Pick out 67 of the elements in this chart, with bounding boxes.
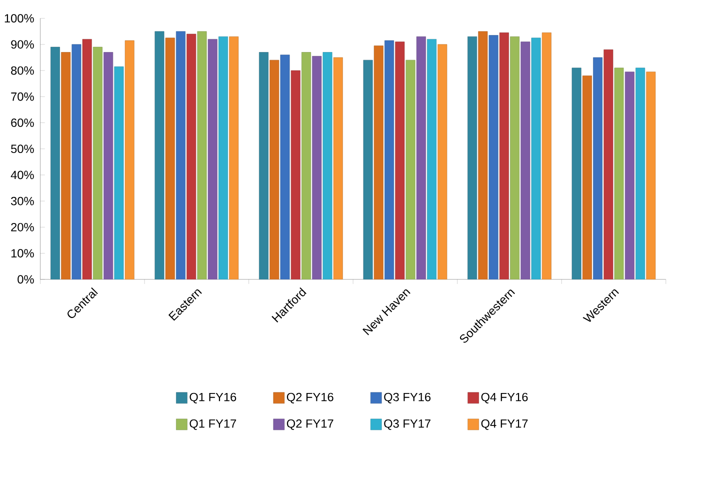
bar <box>531 38 541 280</box>
bar <box>499 32 509 280</box>
bar <box>218 36 228 280</box>
legend-label: Q1 FY16 <box>190 392 236 404</box>
bar <box>427 38 436 280</box>
y-tick-label: 10% <box>11 248 34 258</box>
bar <box>395 42 405 280</box>
bar <box>312 56 322 280</box>
bar <box>438 44 448 280</box>
y-tick-label: 30% <box>11 196 34 206</box>
y-tick-label: 60% <box>11 118 34 127</box>
bar <box>104 52 114 280</box>
bar <box>124 40 134 280</box>
y-tick-label: 50% <box>11 144 34 153</box>
legend-label: Q3 FY16 <box>384 392 431 404</box>
bar <box>270 60 280 280</box>
bar <box>572 68 582 280</box>
bar <box>197 31 207 280</box>
bar <box>114 66 124 280</box>
bar <box>488 35 498 280</box>
legend-label: Q4 FY17 <box>481 419 528 430</box>
bar <box>154 31 164 280</box>
bar <box>478 31 488 280</box>
bar <box>520 42 530 280</box>
bar <box>72 44 82 280</box>
y-tick-label: 70% <box>11 92 34 101</box>
bar <box>406 60 416 280</box>
bar <box>92 46 102 280</box>
bar <box>280 54 290 280</box>
bar <box>624 72 634 280</box>
bar <box>582 75 592 280</box>
y-tick-label: 0% <box>18 275 34 284</box>
bar <box>646 72 656 280</box>
bar <box>186 34 196 280</box>
y-tick-label: 90% <box>11 40 34 49</box>
y-tick-label: 80% <box>11 66 34 75</box>
legend-label: Q2 FY16 <box>286 392 334 404</box>
bar <box>333 57 343 280</box>
y-tick-label: 100% <box>4 14 34 22</box>
bar <box>363 60 373 280</box>
legend-label: Q2 FY17 <box>286 419 334 430</box>
bar <box>593 57 603 280</box>
bar <box>259 52 268 280</box>
bar <box>542 32 552 280</box>
bar <box>384 40 394 280</box>
legend-label: Q4 FY16 <box>481 392 528 404</box>
bar <box>82 38 92 280</box>
bar <box>374 45 384 280</box>
bar <box>614 68 624 280</box>
bar <box>165 38 175 280</box>
bar <box>208 38 218 280</box>
bar <box>176 31 186 280</box>
y-tick-label: 40% <box>10 170 34 180</box>
bar <box>416 36 426 280</box>
bar <box>604 49 614 280</box>
bar <box>322 52 332 280</box>
bar <box>302 52 311 280</box>
y-tick-label: 20% <box>11 222 34 232</box>
legend-label: Q1 FY17 <box>190 419 236 430</box>
bar <box>61 52 71 280</box>
bar <box>290 70 300 280</box>
bar <box>50 46 60 280</box>
bar <box>229 36 239 280</box>
bar <box>468 36 477 280</box>
legend-label: Q3 FY17 <box>384 419 430 430</box>
bar <box>636 68 646 280</box>
bar <box>510 36 520 280</box>
